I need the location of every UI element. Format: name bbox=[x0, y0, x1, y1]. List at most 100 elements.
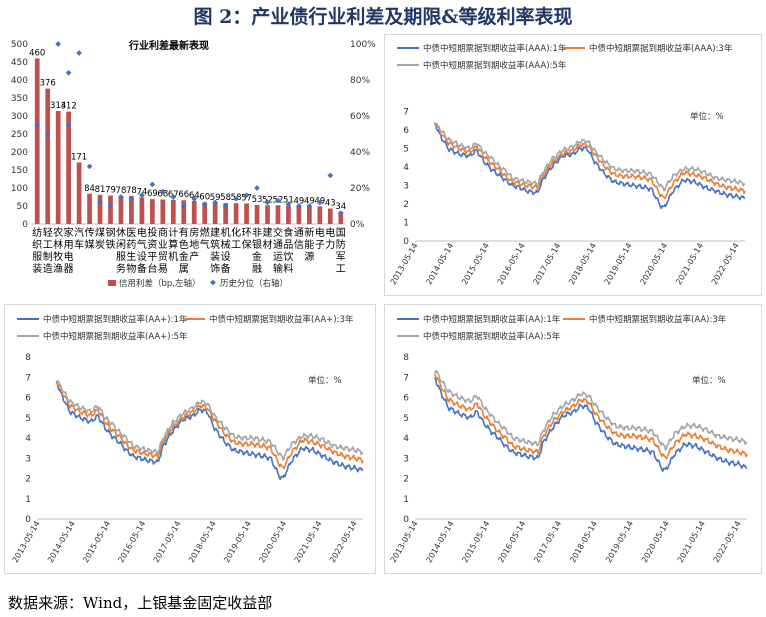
bar-value-label: 460 bbox=[29, 48, 45, 58]
category-label-char: 装 bbox=[32, 262, 42, 275]
bar-纺织服装 bbox=[34, 58, 40, 225]
y-axis-tick-label: 1 bbox=[403, 495, 409, 505]
left-axis-tick-label: 100 bbox=[11, 184, 28, 194]
right-axis-tick-label: 100% bbox=[350, 40, 376, 50]
right-axis-tick-label: 20% bbox=[350, 184, 370, 194]
left-axis-tick-label: 0 bbox=[22, 220, 28, 230]
y-axis-tick-label: 1 bbox=[25, 495, 31, 505]
percentile-marker bbox=[65, 122, 72, 128]
x-axis-tick-label: 2022-05-14 bbox=[328, 520, 359, 565]
bar-化工 bbox=[233, 203, 239, 224]
x-axis-tick-label: 2015-05-14 bbox=[460, 242, 491, 287]
percentile-marker bbox=[170, 194, 177, 200]
category-label-char: 机 bbox=[168, 250, 178, 263]
percentile-marker bbox=[180, 203, 187, 209]
category-label-char: 器 bbox=[64, 263, 74, 275]
category-label-char: 工 bbox=[231, 240, 241, 251]
category-label-char: 设 bbox=[221, 251, 231, 263]
bar-value-label: 78 bbox=[126, 186, 137, 196]
category-label-char: 饰 bbox=[210, 262, 220, 275]
percentile-marker bbox=[285, 201, 292, 208]
x-axis-tick-label: 2018-05-14 bbox=[187, 520, 218, 565]
x-axis-tick-label: 2013-05-14 bbox=[389, 242, 420, 287]
bar-家用电器 bbox=[66, 111, 71, 224]
legend-dot-swatch bbox=[210, 279, 216, 286]
x-axis-tick-label: 2015-05-14 bbox=[81, 520, 112, 565]
legend-dot-label: 历史分位（右轴） bbox=[220, 278, 288, 289]
bar-value-label: 49 bbox=[293, 196, 304, 206]
category-label-char: 气 bbox=[200, 238, 210, 251]
bar-有色金属 bbox=[181, 200, 187, 224]
aa-yield-chart-panel: 中债中短期票据到期收益率(AA):1年 中债中短期票据到期收益率(AA):3年 中债… bbox=[384, 304, 762, 574]
industry-spread-chart: 0 50 100 150 200 250 300 350 400 450 500 0% 20% 40% 60… bbox=[11, 39, 376, 289]
category-label-char: 材 bbox=[263, 238, 273, 251]
legend-label: 中债中短期票据到期收益率(AAA):5年 bbox=[423, 60, 567, 71]
category-label-char: 能 bbox=[304, 238, 314, 251]
x-axis-tick-label: 2013-05-14 bbox=[389, 520, 420, 565]
percentile-marker bbox=[275, 197, 281, 204]
bar-value-label: 69 bbox=[147, 189, 158, 199]
y-axis-tick-label: 0 bbox=[403, 237, 409, 247]
category-label-char: 源 bbox=[304, 250, 314, 263]
category-label-char: 防 bbox=[336, 238, 346, 251]
percentile-marker bbox=[55, 41, 61, 47]
category-label-char: 传 bbox=[85, 227, 95, 239]
percentile-marker bbox=[317, 199, 323, 206]
bar-医药生物 bbox=[129, 195, 134, 224]
legend-bar-label: 信用利差（bp,左轴） bbox=[119, 278, 201, 289]
y-axis-tick-label: 2 bbox=[403, 200, 409, 210]
bar-value-label: 51 bbox=[283, 196, 294, 206]
category-label-char: 饮 bbox=[283, 250, 293, 263]
series-line-5y bbox=[433, 370, 748, 451]
y-axis-tick-label: 8 bbox=[25, 353, 31, 363]
category-label-char: 纺 bbox=[32, 226, 42, 239]
x-axis-tick-label: 2013-05-14 bbox=[11, 520, 42, 565]
y-axis-tick-label: 8 bbox=[403, 353, 409, 363]
y-axis-tick-label: 5 bbox=[403, 145, 409, 155]
bar-value-label: 314 bbox=[50, 101, 66, 111]
left-axis-tick-label: 150 bbox=[11, 166, 28, 176]
x-axis-tick-label: 2014-05-14 bbox=[424, 242, 455, 287]
unit-note: 单位：% bbox=[308, 375, 342, 386]
category-label-char: 通 bbox=[294, 227, 304, 239]
category-label-char: 备 bbox=[221, 262, 231, 275]
y-axis-tick-label: 2 bbox=[403, 475, 409, 485]
x-axis-tick-label: 2018-05-14 bbox=[567, 241, 598, 286]
unit-note: 单位：% bbox=[690, 111, 724, 122]
bar-新能源 bbox=[307, 206, 312, 224]
category-label-char: 产 bbox=[189, 250, 199, 263]
legend-label: 中债中短期票据到期收益率(AA+):3年 bbox=[209, 314, 354, 325]
x-axis-tick-label: 2017-05-14 bbox=[532, 520, 563, 565]
series-line-1y bbox=[433, 377, 748, 472]
category-label-char: 地 bbox=[189, 238, 199, 251]
category-label-char: 融 bbox=[252, 263, 262, 275]
percentile-marker bbox=[254, 185, 260, 191]
category-label-char: 业 bbox=[158, 239, 168, 251]
legend-label: 中债中短期票据到期收益率(AAA):1年 bbox=[423, 43, 567, 54]
bar-休闲服务 bbox=[118, 195, 124, 224]
category-label-char: 交 bbox=[273, 226, 283, 239]
category-label-char: 牧 bbox=[53, 250, 63, 263]
category-label-char: 工 bbox=[43, 240, 53, 251]
industry-spread-chart-panel: 0 50 100 150 200 250 300 350 400 450 500 0% 20% 40% 60… bbox=[4, 34, 376, 296]
aaa-yield-chart-panel: 中债中短期票据到期收益率(AAA):1年 中债中短期票据到期收益率(AAA):3年… bbox=[384, 34, 762, 296]
x-axis-tick-label: 2014-05-14 bbox=[46, 520, 77, 565]
category-label-char: 金 bbox=[252, 250, 262, 263]
category-label-char: 媒 bbox=[85, 239, 95, 251]
category-label-char: 休 bbox=[116, 227, 126, 239]
aaa-yield-chart: 中债中短期票据到期收益率(AAA):1年 中债中短期票据到期收益率(AAA):3年… bbox=[389, 43, 746, 287]
category-label-char: 力 bbox=[325, 238, 335, 251]
category-label-char: 易 bbox=[158, 263, 168, 275]
category-label-char: 非 bbox=[252, 227, 262, 239]
category-label-char: 房 bbox=[189, 226, 199, 239]
category-label-char: 建 bbox=[210, 226, 220, 239]
y-axis-tick-label: 6 bbox=[403, 394, 409, 404]
x-axis-tick-label: 2018-05-14 bbox=[568, 520, 599, 565]
aaplus-yield-chart: 中债中短期票据到期收益率(AA+):1年 中债中短期票据到期收益率(AA+):3年… bbox=[11, 314, 364, 565]
left-axis-tick-label: 450 bbox=[11, 58, 28, 68]
x-axis-tick-label: 2016-05-14 bbox=[496, 520, 527, 565]
percentile-marker bbox=[201, 201, 208, 208]
percentile-marker bbox=[191, 195, 198, 202]
left-axis-tick-label: 500 bbox=[11, 40, 28, 50]
x-axis-tick-label: 2020-05-14 bbox=[638, 242, 669, 287]
